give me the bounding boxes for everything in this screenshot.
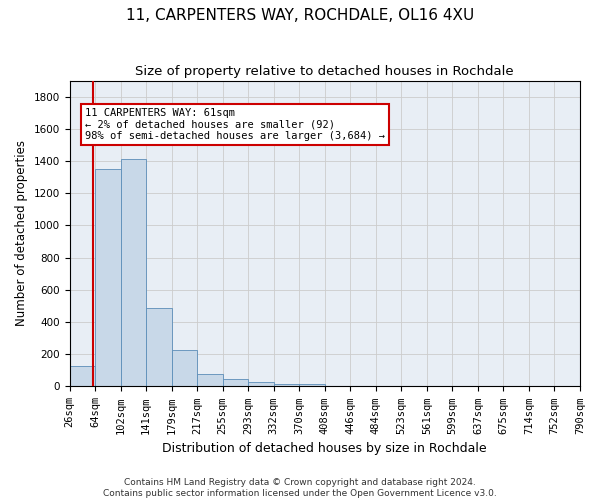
Bar — [248, 382, 274, 386]
Text: 11 CARPENTERS WAY: 61sqm
← 2% of detached houses are smaller (92)
98% of semi-de: 11 CARPENTERS WAY: 61sqm ← 2% of detache… — [85, 108, 385, 142]
Bar — [121, 160, 146, 386]
Title: Size of property relative to detached houses in Rochdale: Size of property relative to detached ho… — [136, 65, 514, 78]
Bar — [70, 366, 95, 386]
Bar — [146, 308, 172, 386]
Bar — [95, 169, 121, 386]
Text: 11, CARPENTERS WAY, ROCHDALE, OL16 4XU: 11, CARPENTERS WAY, ROCHDALE, OL16 4XU — [126, 8, 474, 22]
Bar — [197, 374, 223, 386]
Bar — [299, 384, 325, 386]
Bar — [274, 384, 299, 386]
Bar — [223, 379, 248, 386]
Y-axis label: Number of detached properties: Number of detached properties — [15, 140, 28, 326]
Text: Contains HM Land Registry data © Crown copyright and database right 2024.
Contai: Contains HM Land Registry data © Crown c… — [103, 478, 497, 498]
X-axis label: Distribution of detached houses by size in Rochdale: Distribution of detached houses by size … — [163, 442, 487, 455]
Bar — [172, 350, 197, 387]
